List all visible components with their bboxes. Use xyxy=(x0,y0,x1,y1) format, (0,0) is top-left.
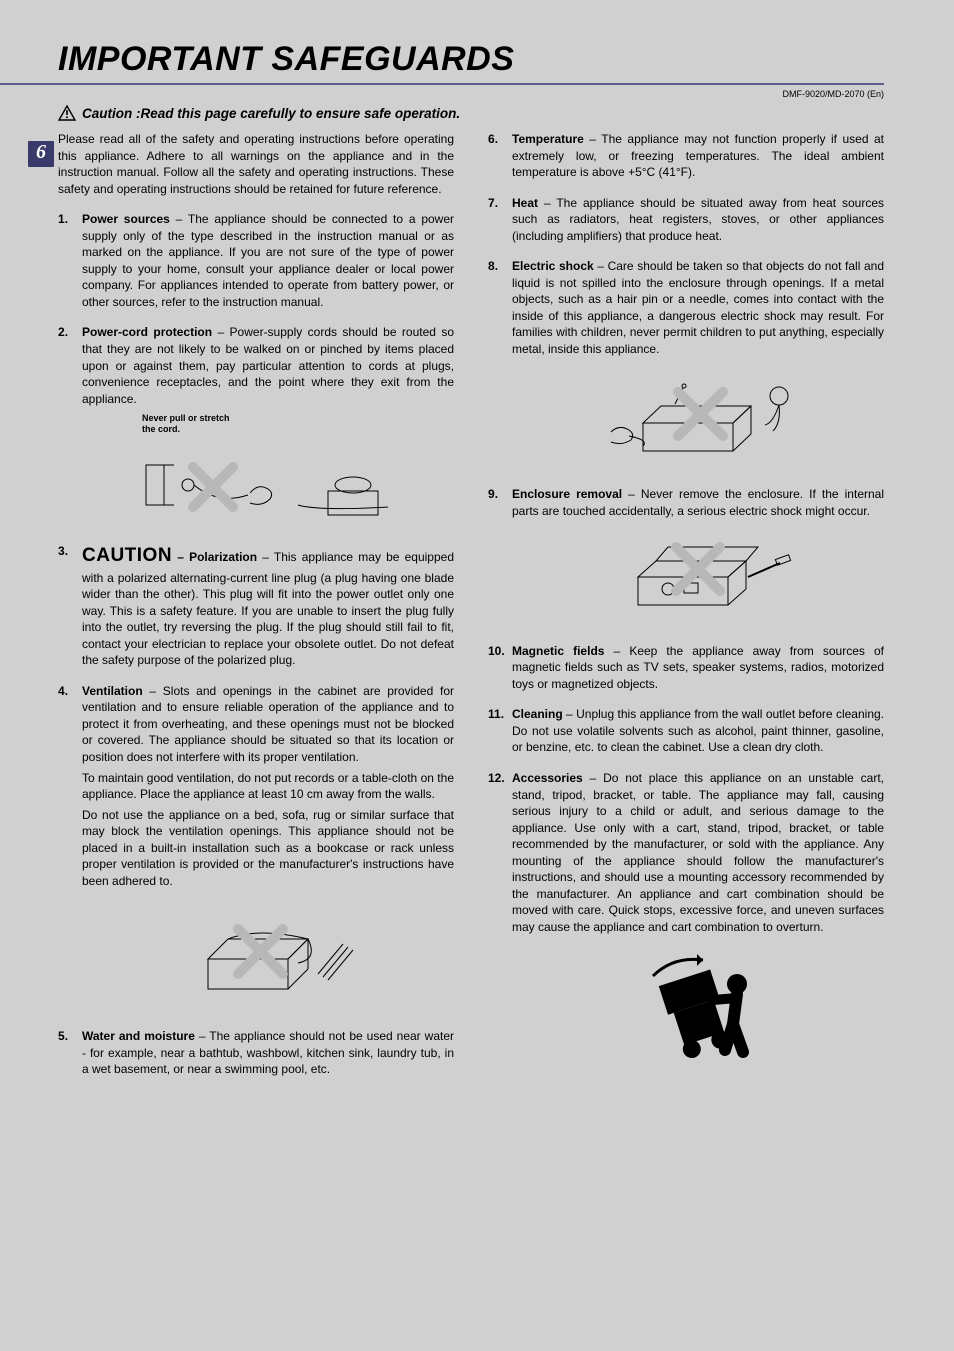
item-body: – Do not place this appliance on an unst… xyxy=(512,771,884,934)
item-head: Heat xyxy=(512,196,538,210)
page-title: IMPORTANT SAFEGUARDS xyxy=(58,40,884,79)
figure-ventilation xyxy=(82,899,454,1014)
cord-note: Never pull or stretch the cord. xyxy=(142,413,454,435)
caution-banner: Caution :Read this page carefully to ens… xyxy=(58,105,884,121)
list-item: Cleaning – Unplug this appliance from th… xyxy=(488,706,884,756)
item-body: – The appliance should be situated away … xyxy=(512,196,884,243)
divider xyxy=(0,83,884,85)
list-item: Power sources – The appliance should be … xyxy=(58,211,454,310)
item-head: Temperature xyxy=(512,132,584,146)
page-number: 6 xyxy=(28,141,54,167)
safeguards-list-left: Power sources – The appliance should be … xyxy=(58,211,454,1077)
list-item: Water and moisture – The appliance shoul… xyxy=(58,1028,454,1078)
safeguards-list-right: Temperature – The appliance may not func… xyxy=(488,131,884,1080)
item-body: – This appliance may be equipped with a … xyxy=(82,550,454,667)
item-body-3: Do not use the appliance on a bed, sofa,… xyxy=(82,807,454,890)
item-head: Water and moisture xyxy=(82,1029,195,1043)
list-item: Electric shock – Care should be taken so… xyxy=(488,258,884,472)
caution-big: CAUTION xyxy=(82,545,172,566)
list-item: CAUTION – Polarization – This appliance … xyxy=(58,543,454,669)
figure-enclosure xyxy=(512,529,884,629)
warning-icon xyxy=(58,105,76,121)
item-body: – The appliance should be connected to a… xyxy=(82,212,454,309)
caution-text: Caution :Read this page carefully to ens… xyxy=(82,106,460,121)
item-head: Enclosure removal xyxy=(512,487,622,501)
left-column: Please read all of the safety and operat… xyxy=(58,131,454,1094)
figure-cart xyxy=(512,946,884,1081)
page: 6 IMPORTANT SAFEGUARDS DMF-9020/MD-2070 … xyxy=(0,0,954,1351)
figure-shock xyxy=(512,368,884,473)
header: IMPORTANT SAFEGUARDS xyxy=(58,40,884,79)
item-head: Power sources xyxy=(82,212,170,226)
list-item: Accessories – Do not place this applianc… xyxy=(488,770,884,1080)
doc-code: DMF-9020/MD-2070 (En) xyxy=(0,89,884,99)
list-item: Enclosure removal – Never remove the enc… xyxy=(488,486,884,629)
figure-cord xyxy=(82,445,454,530)
list-item: Heat – The appliance should be situated … xyxy=(488,195,884,245)
item-head: Cleaning xyxy=(512,707,563,721)
intro-text: Please read all of the safety and operat… xyxy=(58,131,454,197)
list-item: Power-cord protection – Power-supply cor… xyxy=(58,324,454,529)
item-body-2: To maintain good ventilation, do not put… xyxy=(82,770,454,803)
item-body: – Care should be taken so that objects d… xyxy=(512,259,884,356)
columns: Please read all of the safety and operat… xyxy=(58,131,884,1094)
right-column: Temperature – The appliance may not func… xyxy=(488,131,884,1094)
list-item: Magnetic fields – Keep the appliance awa… xyxy=(488,643,884,693)
list-item: Ventilation – Slots and openings in the … xyxy=(58,683,454,1014)
item-head: – Polarization xyxy=(172,550,257,564)
item-head: Accessories xyxy=(512,771,583,785)
item-head: Electric shock xyxy=(512,259,594,273)
list-item: Temperature – The appliance may not func… xyxy=(488,131,884,181)
item-head: Magnetic fields xyxy=(512,644,604,658)
item-head: Power-cord protection xyxy=(82,325,212,339)
item-body: – Unplug this appliance from the wall ou… xyxy=(512,707,884,754)
item-head: Ventilation xyxy=(82,684,143,698)
